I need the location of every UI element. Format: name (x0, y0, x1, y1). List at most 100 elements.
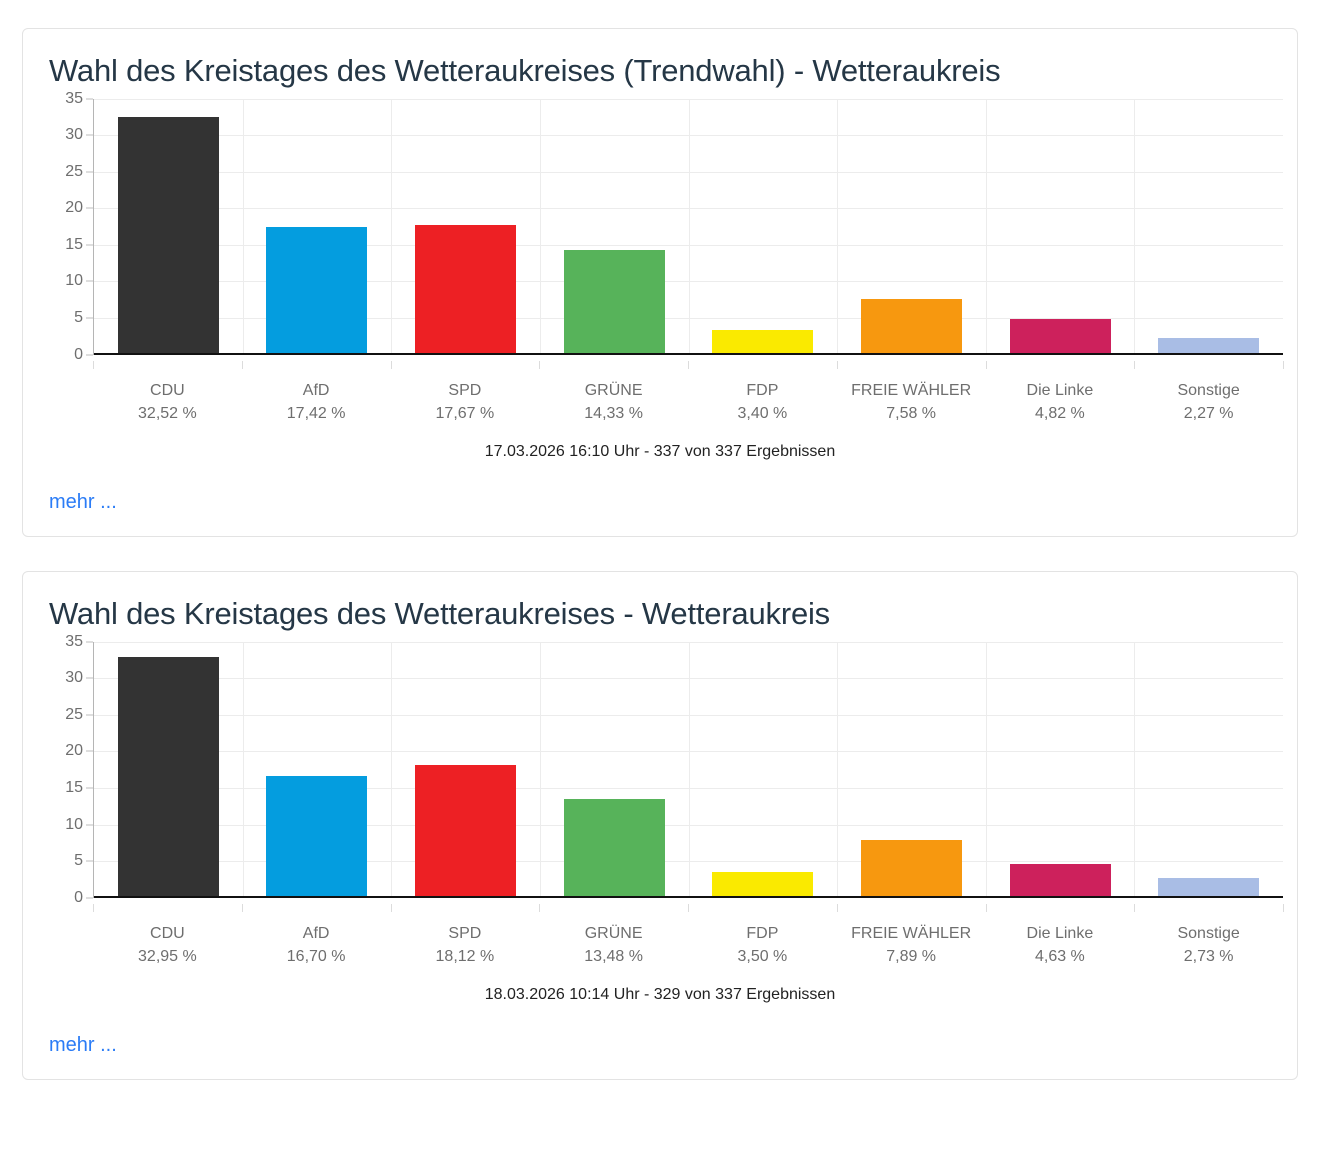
x-axis-tick-mark (985, 360, 987, 369)
party-name: SPD (448, 381, 482, 399)
vertical-gridline (242, 641, 244, 898)
result-timestamp: 17.03.2026 16:10 Uhr - 337 von 337 Ergeb… (484, 443, 836, 461)
party-percentage: 3,40 % (737, 404, 788, 422)
y-axis-tick-label: 5 (74, 852, 83, 870)
party-percentage: 17,67 % (435, 404, 495, 422)
x-axis-tick-mark (836, 903, 838, 912)
y-axis-tick-label: 35 (65, 89, 83, 107)
bar-grüne[interactable] (563, 799, 665, 898)
y-axis-tick-label: 15 (65, 778, 83, 796)
bar-spd[interactable] (415, 765, 517, 898)
bar-slot (986, 99, 1135, 355)
y-axis: 0 5 10 15 20 25 30 35 (47, 633, 93, 905)
x-axis-category: CDU 32,52 % (93, 379, 242, 425)
x-axis-tick-mark (390, 903, 392, 912)
x-axis-tick-mark (1283, 360, 1284, 369)
party-percentage: 18,12 % (435, 947, 495, 965)
vertical-gridline (688, 641, 690, 898)
bar-freie-wähler[interactable] (860, 299, 962, 355)
bar-cdu[interactable] (117, 116, 219, 355)
y-axis-tick-label: 25 (65, 705, 83, 723)
bar-spd[interactable] (415, 225, 517, 355)
bar-slot (540, 99, 689, 355)
x-axis-category: CDU 32,95 % (93, 922, 242, 968)
bar-slot (1134, 99, 1283, 355)
x-axis-tick-mark (93, 903, 94, 912)
bar-afd[interactable] (266, 227, 368, 355)
x-axis-tick-mark (836, 360, 838, 369)
y-axis-tick-mark (86, 244, 93, 246)
party-name: AfD (302, 924, 330, 942)
x-axis-category: GRÜNE 13,48 % (539, 922, 688, 968)
bar-slot (243, 99, 392, 355)
bar-slot (689, 642, 838, 898)
vertical-gridline (1134, 641, 1136, 898)
x-axis-category: Die Linke 4,82 % (986, 379, 1135, 425)
bar-grüne[interactable] (563, 249, 665, 355)
x-axis-category: FREIE WÄHLER 7,58 % (837, 379, 986, 425)
party-name: Die Linke (1026, 924, 1094, 942)
y-axis-tick-mark (86, 787, 93, 789)
x-axis-category: AfD 17,42 % (242, 379, 391, 425)
y-axis-tick-mark (86, 860, 93, 862)
y-axis-tick-mark (86, 171, 93, 173)
y-axis-tick-mark (86, 641, 93, 643)
x-axis-category: Sonstige 2,27 % (1134, 379, 1283, 425)
bar-slot (540, 642, 689, 898)
bar-sonstige[interactable] (1158, 877, 1260, 898)
vertical-gridline (688, 98, 690, 355)
x-axis-category: FREIE WÄHLER 7,89 % (837, 922, 986, 968)
x-axis-ticks (47, 903, 1284, 912)
axis-baseline (94, 352, 1283, 355)
party-percentage: 14,33 % (584, 404, 643, 422)
page-title: Wahl des Kreistages des Wetteraukreises … (49, 53, 1001, 88)
bar-slot (94, 99, 243, 355)
bar-slot (986, 642, 1135, 898)
party-name: FDP (746, 924, 779, 942)
bar-die-linke[interactable] (1009, 319, 1111, 355)
y-axis-tick-mark (86, 714, 93, 716)
bar-slot (1134, 642, 1283, 898)
more-link-container: mehr ... (23, 1004, 1297, 1071)
party-name: CDU (150, 381, 185, 399)
party-percentage: 32,52 % (138, 404, 197, 422)
y-axis-tick-label: 25 (65, 162, 83, 180)
more-link[interactable]: mehr ... (49, 1034, 117, 1057)
y-axis-tick-mark (86, 317, 93, 319)
party-percentage: 2,73 % (1183, 947, 1234, 965)
party-percentage: 3,50 % (737, 947, 788, 965)
x-axis-tick-mark (688, 903, 689, 912)
x-axis-tick-mark (93, 360, 94, 369)
axis-baseline (94, 895, 1283, 898)
bar-afd[interactable] (266, 775, 368, 898)
x-axis-tick-mark (1283, 903, 1284, 912)
x-axis-labels: CDU 32,95 % AfD 16,70 % SPD 18,12 % GRÜNE 13,48… (47, 912, 1283, 968)
bar-fdp[interactable] (712, 329, 814, 355)
plot-area (93, 98, 1283, 355)
bar-freie-wähler[interactable] (860, 839, 962, 898)
y-axis-tick-label: 5 (74, 309, 83, 327)
vertical-gridline (985, 641, 987, 898)
y-axis-tick-mark (86, 677, 93, 679)
bar-slot (837, 642, 986, 898)
bar-sonstige[interactable] (1158, 338, 1260, 355)
y-axis-tick-label: 35 (65, 632, 83, 650)
y-axis-tick-label: 10 (65, 815, 83, 833)
party-percentage: 16,70 % (286, 947, 346, 965)
bar-slot (837, 99, 986, 355)
bar-die-linke[interactable] (1009, 863, 1111, 898)
bar-fdp[interactable] (712, 872, 814, 898)
x-axis-tick-mark (539, 360, 541, 369)
party-name: Die Linke (1026, 381, 1094, 399)
vertical-gridline (985, 98, 987, 355)
more-link[interactable]: mehr ... (49, 491, 117, 514)
party-percentage: 4,63 % (1034, 947, 1085, 965)
vertical-gridline (391, 641, 393, 898)
vertical-gridline (539, 641, 541, 898)
page-title-secondary: Wahl des Kreistages des Wetteraukreises … (49, 596, 830, 632)
bar-cdu[interactable] (117, 656, 219, 898)
party-percentage: 2,27 % (1183, 404, 1234, 422)
party-percentage: 32,95 % (138, 947, 197, 965)
y-axis-tick-mark (86, 134, 93, 136)
party-name: FREIE WÄHLER (851, 924, 972, 942)
